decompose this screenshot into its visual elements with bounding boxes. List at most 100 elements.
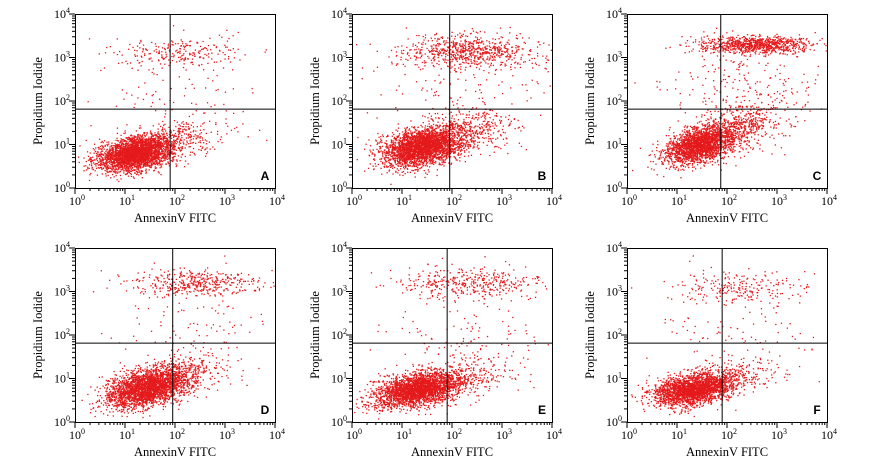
data-point (98, 147, 100, 149)
data-point (126, 124, 128, 126)
data-point (129, 144, 131, 146)
data-point (164, 137, 166, 140)
data-point (172, 146, 174, 148)
data-point (178, 129, 180, 131)
data-point (166, 132, 168, 134)
data-point (162, 160, 164, 163)
data-point (117, 150, 119, 152)
data-point (428, 131, 430, 133)
data-point (104, 158, 106, 160)
data-point (111, 147, 113, 149)
data-point (134, 153, 136, 155)
data-point (453, 132, 455, 134)
data-point (163, 159, 165, 162)
data-point (126, 158, 128, 161)
data-point (225, 110, 227, 112)
data-point (155, 135, 157, 137)
data-point (162, 155, 165, 158)
data-point (121, 150, 124, 153)
data-point (111, 149, 113, 151)
data-point (431, 131, 433, 133)
data-point (427, 130, 430, 132)
data-point (448, 134, 450, 136)
data-point (150, 160, 152, 162)
data-point (401, 162, 404, 164)
data-point (202, 48, 204, 50)
data-point (162, 150, 164, 152)
data-point (145, 169, 147, 172)
data-point (195, 103, 197, 105)
data-point (147, 153, 149, 155)
data-point (148, 150, 151, 153)
data-point (405, 154, 407, 156)
data-point (135, 158, 137, 160)
data-point (430, 160, 432, 162)
data-point (202, 146, 204, 148)
data-point (140, 39, 142, 42)
data-point (192, 131, 194, 133)
data-point (125, 140, 127, 142)
data-point (98, 167, 101, 169)
data-point (432, 119, 434, 121)
data-point (388, 170, 390, 172)
data-point (132, 150, 134, 152)
data-point (152, 158, 154, 160)
data-point (122, 163, 124, 165)
data-point (148, 136, 150, 138)
data-point (135, 163, 137, 165)
data-point (104, 169, 106, 172)
data-point (156, 135, 158, 138)
data-point (470, 138, 472, 141)
data-point (130, 155, 132, 157)
data-point (198, 50, 200, 52)
data-point (144, 147, 147, 149)
data-point (101, 148, 103, 151)
data-point (116, 146, 118, 149)
data-point (100, 141, 102, 144)
data-point (184, 160, 187, 162)
data-point (103, 162, 105, 164)
data-point (119, 155, 121, 157)
data-point (133, 142, 135, 144)
data-point (403, 136, 405, 138)
data-point (138, 171, 140, 173)
data-point (173, 129, 175, 132)
data-point (163, 145, 165, 147)
data-point (127, 158, 130, 160)
data-point (159, 159, 161, 161)
data-point (147, 156, 150, 159)
data-point (138, 164, 140, 167)
data-point (199, 50, 201, 52)
data-point (165, 156, 167, 158)
data-point (88, 167, 90, 169)
data-point (166, 148, 168, 150)
data-point (92, 159, 94, 162)
data-point (131, 67, 133, 69)
data-point (158, 156, 160, 158)
data-point (162, 157, 164, 159)
data-point (160, 147, 162, 150)
data-point (151, 146, 154, 148)
data-point (416, 133, 419, 135)
data-point (154, 167, 157, 169)
data-point (91, 159, 93, 162)
data-point (404, 159, 407, 161)
data-point (118, 164, 121, 166)
data-point (159, 153, 162, 155)
data-point (119, 159, 122, 161)
data-point (141, 138, 144, 140)
data-point (112, 171, 114, 173)
data-point (121, 142, 123, 144)
data-point (429, 151, 431, 153)
data-point (157, 131, 159, 133)
data-point (144, 132, 146, 134)
data-point (133, 147, 135, 149)
data-point (390, 183, 392, 185)
data-point (119, 153, 121, 155)
data-point (209, 120, 211, 122)
data-point (175, 163, 177, 165)
data-point (127, 163, 129, 165)
data-point (182, 131, 184, 133)
data-point (97, 161, 100, 163)
data-point (154, 147, 156, 149)
